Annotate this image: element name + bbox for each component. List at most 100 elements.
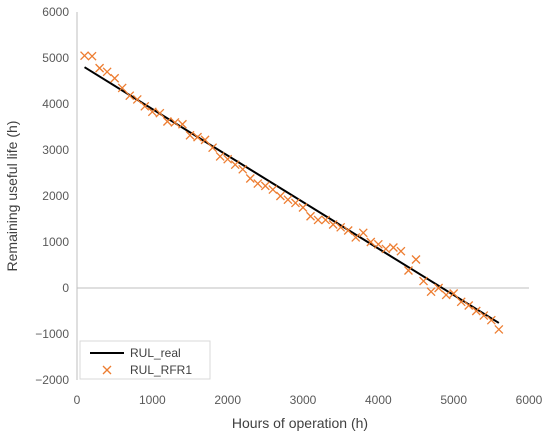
marker-stroke (117, 83, 127, 93)
rul-rfr1-point (411, 255, 421, 264)
rul-rfr1-point (373, 239, 383, 249)
marker-stroke (170, 117, 180, 127)
rul-rfr1-point (230, 160, 240, 170)
marker-stroke (162, 117, 172, 126)
marker-stroke (87, 51, 97, 61)
rul-rfr1-point (434, 283, 444, 293)
x-tick-label: 3000 (290, 393, 317, 407)
rul-rfr1-point (313, 215, 323, 225)
legend-label-rul-real: RUL_real (130, 346, 181, 360)
rul-rfr1-point (388, 243, 398, 252)
marker-stroke (321, 215, 331, 225)
marker-stroke (215, 151, 225, 161)
marker-stroke (343, 226, 353, 235)
rul-rfr1-point (471, 306, 481, 316)
marker-stroke (351, 232, 361, 242)
axes (76, 12, 529, 380)
rul-rfr1-point (464, 301, 474, 310)
rul-rfr1-point (87, 51, 97, 61)
rul-rfr1-point (343, 226, 353, 235)
rul-rfr1-point (268, 185, 278, 195)
marker-stroke (479, 311, 489, 321)
marker-stroke (419, 276, 428, 286)
x-axis-title: Hours of operation (h) (232, 415, 368, 431)
legend-swatch-rul-rfr1 (102, 365, 112, 375)
y-tick-label: 3000 (42, 143, 69, 157)
marker-stroke (336, 222, 346, 232)
marker-stroke (298, 203, 308, 212)
marker-stroke (426, 287, 436, 297)
rul-rfr1-point (494, 324, 504, 334)
marker-stroke (110, 73, 120, 83)
rul-rfr1-point (456, 297, 466, 307)
marker-stroke (208, 143, 218, 153)
marker-stroke (381, 244, 391, 254)
rul-rfr1-point (328, 220, 338, 229)
rul-real-line (84, 66, 500, 324)
marker-stroke (102, 365, 112, 375)
marker-stroke (388, 243, 398, 252)
marker-stroke (328, 220, 338, 229)
rul-rfr1-point (110, 73, 120, 83)
rul-rfr1-point (298, 203, 308, 212)
x-tick-label: 6000 (516, 393, 543, 407)
marker-stroke (238, 164, 248, 174)
rul-rfr1-point (426, 287, 436, 297)
rul-rfr1-point (404, 266, 413, 275)
rul-rfr1-point (185, 130, 195, 140)
marker-stroke (366, 237, 376, 247)
marker-stroke (102, 67, 112, 77)
marker-stroke (80, 51, 89, 61)
rul-rfr1-point (238, 164, 248, 174)
x-tick-label: 1000 (139, 393, 166, 407)
x-tick-label: 0 (74, 393, 81, 407)
marker-stroke (178, 119, 187, 129)
marker-stroke (283, 195, 293, 205)
marker-stroke (486, 315, 496, 325)
rul-rfr1-point (155, 108, 165, 118)
rul-rfr1-point (193, 132, 202, 142)
rul-rfr1-point (215, 151, 225, 161)
series-rul-real (84, 66, 500, 324)
rul-rfr1-point (102, 67, 112, 77)
rul-rfr1-point (162, 117, 172, 126)
marker-stroke (456, 297, 466, 307)
y-tick-label: 4000 (42, 97, 69, 111)
rul-rfr1-point (117, 83, 127, 93)
y-tick-label: 1000 (42, 235, 69, 249)
rul-rfr1-point (441, 290, 451, 300)
y-tick-label: 2000 (42, 189, 69, 203)
rul-rfr1-point (260, 181, 270, 191)
marker-stroke (306, 211, 315, 221)
y-tick-labels: 6000 5000 4000 3000 2000 1000 0 −1000 −2000 (35, 5, 69, 387)
marker-stroke (464, 301, 474, 310)
rul-rfr1-point (140, 101, 150, 111)
marker-stroke (313, 215, 323, 225)
legend-label-rul-rfr1: RUL_RFR1 (130, 363, 192, 377)
rul-rfr1-point (132, 94, 142, 104)
rul-rfr1-point (253, 179, 263, 189)
marker-stroke (494, 324, 504, 334)
rul-rfr1-point (125, 91, 135, 101)
x-tick-labels: 0 1000 2000 3000 4000 5000 6000 (74, 393, 543, 407)
rul-rfr1-point (358, 228, 368, 238)
rul-rfr1-point (95, 63, 105, 73)
marker-stroke (140, 101, 150, 111)
rul-rfr1-point (449, 289, 459, 298)
rul-rfr1-point (479, 311, 489, 321)
x-tick-label: 4000 (365, 393, 392, 407)
marker-stroke (147, 107, 157, 117)
x-tick-label: 2000 (214, 393, 241, 407)
marker-stroke (245, 174, 255, 183)
marker-stroke (441, 290, 451, 300)
rul-rfr1-point (275, 191, 285, 201)
rul-rfr1-point (283, 195, 293, 205)
rul-rfr1-point (200, 135, 210, 145)
rul-rfr1-point (147, 107, 157, 117)
marker-stroke (471, 306, 481, 316)
y-tick-label: −1000 (35, 327, 69, 341)
rul-rfr1-point (366, 237, 376, 247)
y-axis-title: Remaining useful life (h) (4, 121, 20, 272)
marker-stroke (404, 266, 413, 275)
